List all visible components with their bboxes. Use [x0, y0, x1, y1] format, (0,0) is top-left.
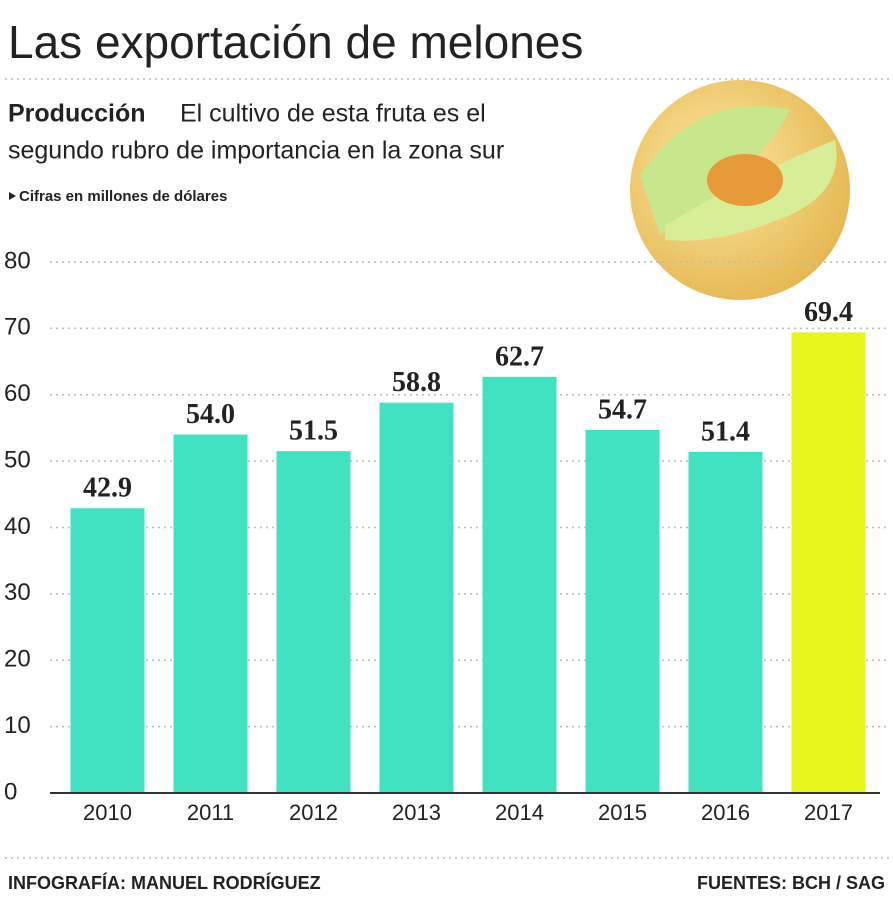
- value-label: 69.4: [804, 297, 853, 328]
- x-tick-label: 2011: [187, 800, 234, 825]
- x-tick-label: 2010: [83, 800, 132, 825]
- value-label: 51.5: [289, 416, 338, 447]
- y-tick-label: 40: [4, 513, 31, 540]
- x-tick-label: 2015: [598, 800, 647, 825]
- bar: [173, 434, 248, 793]
- x-tick-label: 2013: [392, 800, 441, 825]
- bar: [791, 332, 866, 793]
- x-tick-label: 2017: [804, 800, 853, 825]
- bar: [379, 402, 454, 793]
- value-label: 51.4: [701, 416, 750, 447]
- value-label: 62.7: [495, 341, 544, 372]
- bar: [70, 508, 145, 793]
- y-tick-label: 20: [4, 646, 31, 673]
- y-tick-label: 30: [4, 579, 31, 606]
- x-tick-label: 2014: [495, 800, 544, 825]
- x-tick-label: 2016: [701, 800, 750, 825]
- value-label: 58.8: [392, 367, 441, 398]
- y-tick-label: 60: [4, 380, 31, 407]
- bar: [276, 451, 351, 793]
- subtitle: segundo rubro de importancia en la zona …: [8, 137, 504, 165]
- melon-illustration: [630, 80, 850, 300]
- value-label: 54.7: [598, 394, 647, 425]
- credit: INFOGRAFÍA: MANUEL RODRÍGUEZ: [8, 872, 321, 893]
- source: FUENTES: BCH / SAG: [697, 873, 885, 893]
- x-tick-label: 2012: [289, 800, 338, 825]
- value-label: 54.0: [186, 399, 235, 430]
- y-tick-label: 10: [4, 712, 31, 739]
- chart-title: Las exportación de melones: [8, 16, 583, 68]
- bar: [688, 451, 763, 793]
- subtitle: El cultivo de esta fruta es el: [180, 100, 486, 128]
- y-tick-label: 80: [4, 247, 31, 274]
- subtitle-lead: Producción: [8, 100, 146, 128]
- y-tick-label: 0: [4, 778, 17, 805]
- y-tick-label: 50: [4, 446, 31, 473]
- bar: [482, 376, 557, 793]
- note: Cifras en millones de dólares: [19, 188, 227, 205]
- bar: [585, 429, 660, 793]
- value-label: 42.9: [83, 473, 132, 504]
- y-tick-label: 70: [4, 314, 31, 341]
- note-arrow: [9, 192, 16, 200]
